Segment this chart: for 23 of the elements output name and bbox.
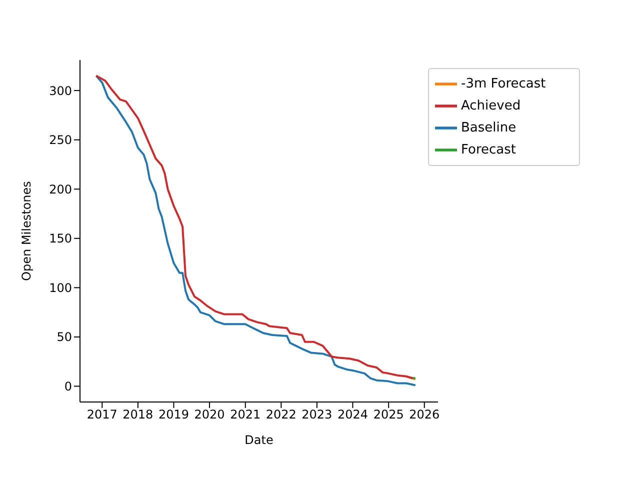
x-tick-label: 2025 <box>373 408 404 422</box>
y-tick-label: 200 <box>49 182 72 196</box>
y-axis-title: Open Milestones <box>19 181 34 281</box>
x-tick-label: 2022 <box>266 408 296 422</box>
x-tick-label: 2024 <box>337 408 368 422</box>
x-tick-label: 2026 <box>409 408 440 422</box>
y-tick-label: 150 <box>49 232 72 246</box>
legend-label: -3m Forecast <box>461 76 546 92</box>
x-tick-label: 2023 <box>302 408 332 422</box>
legend-label: Baseline <box>461 120 516 136</box>
y-tick-label: 100 <box>49 280 72 295</box>
y-tick-label: 250 <box>49 133 72 148</box>
legend-label: Forecast <box>461 142 516 158</box>
x-tick-label: 2017 <box>86 408 118 422</box>
x-tick-label: 2019 <box>158 408 189 422</box>
x-tick-label: 2020 <box>194 408 225 422</box>
x-tick-label: 2021 <box>230 408 261 422</box>
x-axis-title: Date <box>244 433 274 447</box>
y-tick-label: 0 <box>64 379 72 394</box>
y-tick-label: 50 <box>56 330 72 344</box>
x-tick-label: 2018 <box>122 408 154 422</box>
y-tick-label: 300 <box>49 84 72 98</box>
legend-label: Achieved <box>461 98 521 114</box>
